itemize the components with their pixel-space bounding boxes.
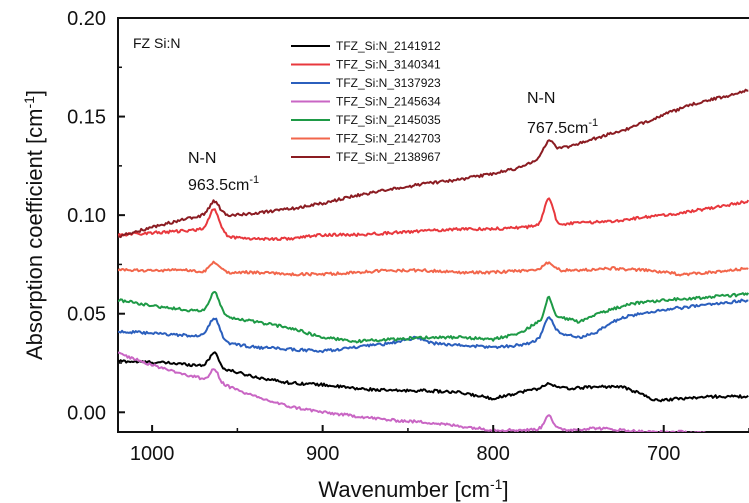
- series-line-4: [118, 290, 749, 344]
- series-line-3: [118, 351, 708, 432]
- plot-border: [117, 17, 749, 433]
- plot-frame: [117, 17, 749, 433]
- annotation-label-1: N-N: [527, 90, 555, 107]
- series-line-5: [118, 260, 749, 277]
- x-tick-label-3: 700: [647, 443, 680, 465]
- legend-entry-5: TFZ_Si:N_2142703: [336, 132, 441, 146]
- annotation-label-0: N-N: [188, 150, 216, 167]
- annotation-wavenumber-0: 963.5cm-1: [188, 174, 259, 194]
- series-layer: [118, 88, 749, 432]
- y-tick-label-4: 0.20: [67, 8, 106, 30]
- series-line-6: [118, 88, 749, 239]
- series-line-0: [118, 351, 749, 403]
- legend-entry-3: TFZ_Si:N_2145634: [336, 95, 441, 109]
- y-tick-label-3: 0.15: [67, 107, 106, 129]
- y-tick-label-1: 0.05: [67, 304, 106, 326]
- y-tick-label-0: 0.00: [67, 402, 106, 424]
- x-tick-label-1: 900: [306, 443, 339, 465]
- legend: TFZ_Si:N_2141912 TFZ_Si:N_3140341 TFZ_Si:N…: [291, 39, 441, 164]
- legend-entry-0: TFZ_Si:N_2141912: [336, 39, 441, 53]
- sample-label: FZ Si:N: [133, 35, 180, 51]
- series-line-2: [118, 298, 749, 354]
- annotation-wavenumber-1: 767.5cm-1: [527, 117, 598, 137]
- annotations: N-N 963.5cm-1 N-N 767.5cm-1: [188, 90, 598, 194]
- legend-entry-2: TFZ_Si:N_3137923: [336, 76, 441, 90]
- legend-entry-1: TFZ_Si:N_3140341: [336, 58, 441, 72]
- y-axis-title: Absorption coefficient [cm-1]: [21, 90, 47, 360]
- x-tick-label-2: 800: [477, 443, 510, 465]
- x-axis-title: Wavenumber [cm-1]: [318, 476, 508, 502]
- series-line-1: [118, 197, 749, 241]
- legend-entry-4: TFZ_Si:N_2145035: [336, 113, 441, 127]
- y-tick-label-2: 0.10: [67, 205, 106, 227]
- legend-entry-6: TFZ_Si:N_2138967: [336, 150, 441, 164]
- axes: 1000 900 800 700 0.00 0.05 0.10 0.15 0.20 Wavenum…: [21, 8, 749, 502]
- x-tick-label-0: 1000: [130, 443, 175, 465]
